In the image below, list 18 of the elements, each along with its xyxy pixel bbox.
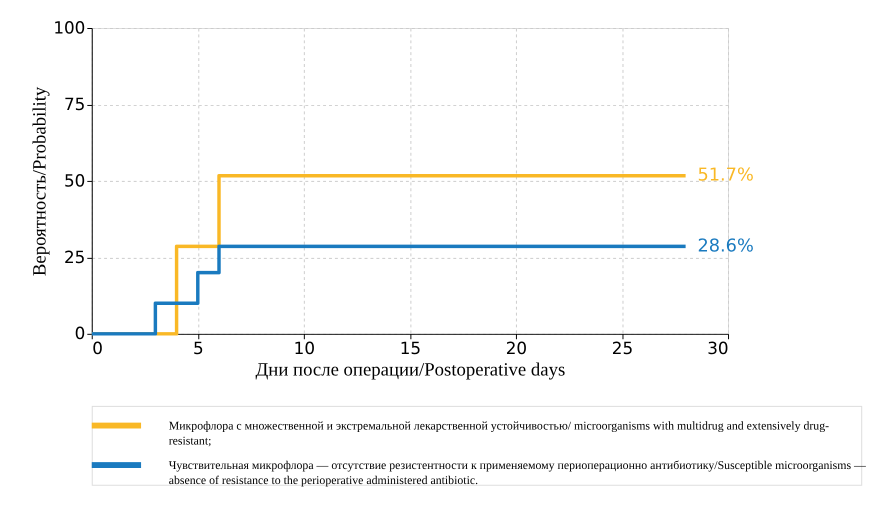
y-axis-title: Вероятность/Probability (29, 86, 50, 276)
x-tick-label: 30 (707, 338, 729, 358)
x-tick-label: 0 (92, 338, 103, 358)
x-tick-label: 15 (400, 338, 422, 358)
x-axis-title: Дни после операции/Postoperative days (256, 360, 566, 381)
x-tick-label: 5 (192, 338, 204, 358)
y-tick-label: 75 (64, 94, 86, 114)
legend-label: Микрофлора с множественной и экстремальной лекарственной устойчивостью/ microorganisms with multidrug and extensively drug-resistant; (168, 418, 830, 448)
x-tick-label: 10 (294, 338, 316, 358)
y-tick-label: 25 (64, 246, 86, 267)
annotation: 28.6% (697, 236, 754, 256)
y-tick-label: 50 (64, 170, 86, 190)
legend-label: Чувствительная микрофлора — отсутствие резистентности к применяемому периоперационно антибиотику/Susceptible microorganisms — absence of resistance to the perioperative administered antibiotic. (168, 458, 866, 487)
y-tick-label: 0 (74, 323, 86, 344)
annotation: 51.7% (697, 166, 754, 186)
y-tick-label: 100 (53, 17, 86, 38)
x-tick-label: 20 (506, 338, 528, 358)
x-tick-label: 25 (612, 338, 634, 358)
